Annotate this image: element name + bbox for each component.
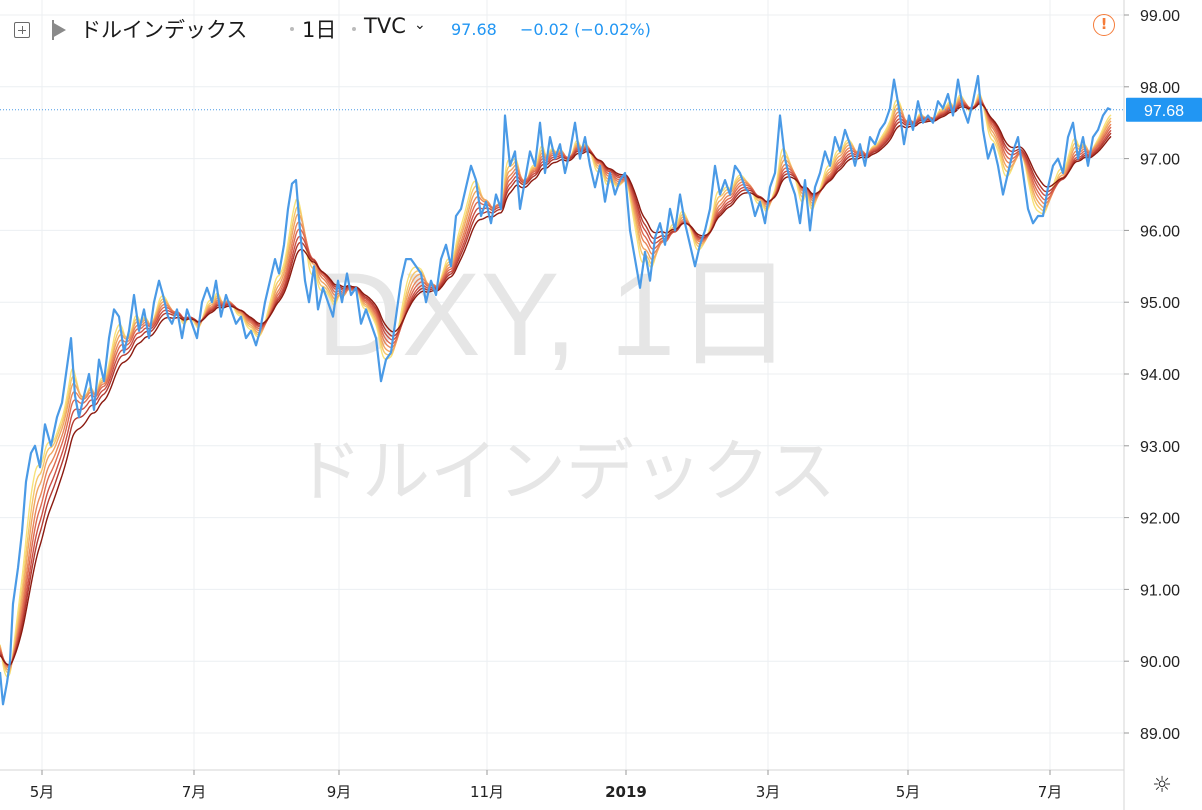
ema-line [0,100,1112,667]
x-tick-label: 9月 [327,783,352,801]
x-tick-label: 5月 [896,783,921,801]
y-tick-label: 95.00 [1140,295,1180,312]
last-price: 97.68 [451,20,497,39]
x-tick-label: 3月 [756,783,781,801]
y-tick-label: 98.00 [1140,80,1180,97]
chevron-down-icon[interactable]: ⌄ [414,17,426,33]
flag-icon[interactable] [52,22,66,38]
exchange-label[interactable]: TVC [364,14,406,38]
chart-watermark: DXY, 1日 ドルインデックス [294,249,836,512]
ema-line [0,96,1112,671]
alert-circle-icon[interactable]: ! [1093,14,1115,36]
separator-dot [290,27,294,31]
y-tick-label: 91.00 [1140,582,1180,599]
ema-line [0,101,1112,666]
y-tick-label: 89.00 [1140,726,1180,743]
price-label-text: 97.68 [1144,103,1184,120]
price-label: 97.68 [1126,97,1202,122]
y-tick-label: 97.00 [1140,152,1180,169]
x-tick-label: 11月 [470,783,504,801]
x-tick-label: 7月 [182,783,207,801]
y-tick-label: 96.00 [1140,223,1180,240]
symbol-name[interactable]: ドルインデックス [80,18,248,42]
x-axis: 5月 7月 9月 11月 2019 3月 5月 7月 [30,770,1063,801]
ema-line [0,95,1112,674]
gear-icon[interactable]: ☼ [1152,773,1172,798]
x-tick-label: 7月 [1038,783,1063,801]
plus-square-icon[interactable] [14,22,30,38]
y-tick-label: 99.00 [1140,8,1180,25]
chart-grid [0,0,1124,770]
x-tick-label: 2019 [605,783,647,801]
ema-line [0,102,1112,666]
y-tick-label: 93.00 [1140,439,1180,456]
price-change: −0.02 (−0.02%) [520,20,651,39]
x-tick-label: 5月 [30,783,55,801]
watermark-description: ドルインデックス [294,433,836,512]
chart-header: ドルインデックス 1日 TVC ⌄ 97.68 −0.02 (−0.02%) ! [0,0,1120,60]
price-line [0,74,1112,706]
y-axis: 89.00 90.00 91.00 92.00 93.00 94.00 95.00 96.00… [1124,8,1180,743]
ema-line [0,98,1112,669]
interval-label[interactable]: 1日 [302,18,337,42]
ema-line [0,99,1112,667]
watermark-symbol: DXY, 1日 [317,249,794,381]
y-tick-label: 92.00 [1140,511,1180,528]
separator-dot [352,27,356,31]
y-tick-label: 94.00 [1140,367,1180,384]
y-tick-label: 90.00 [1140,654,1180,671]
